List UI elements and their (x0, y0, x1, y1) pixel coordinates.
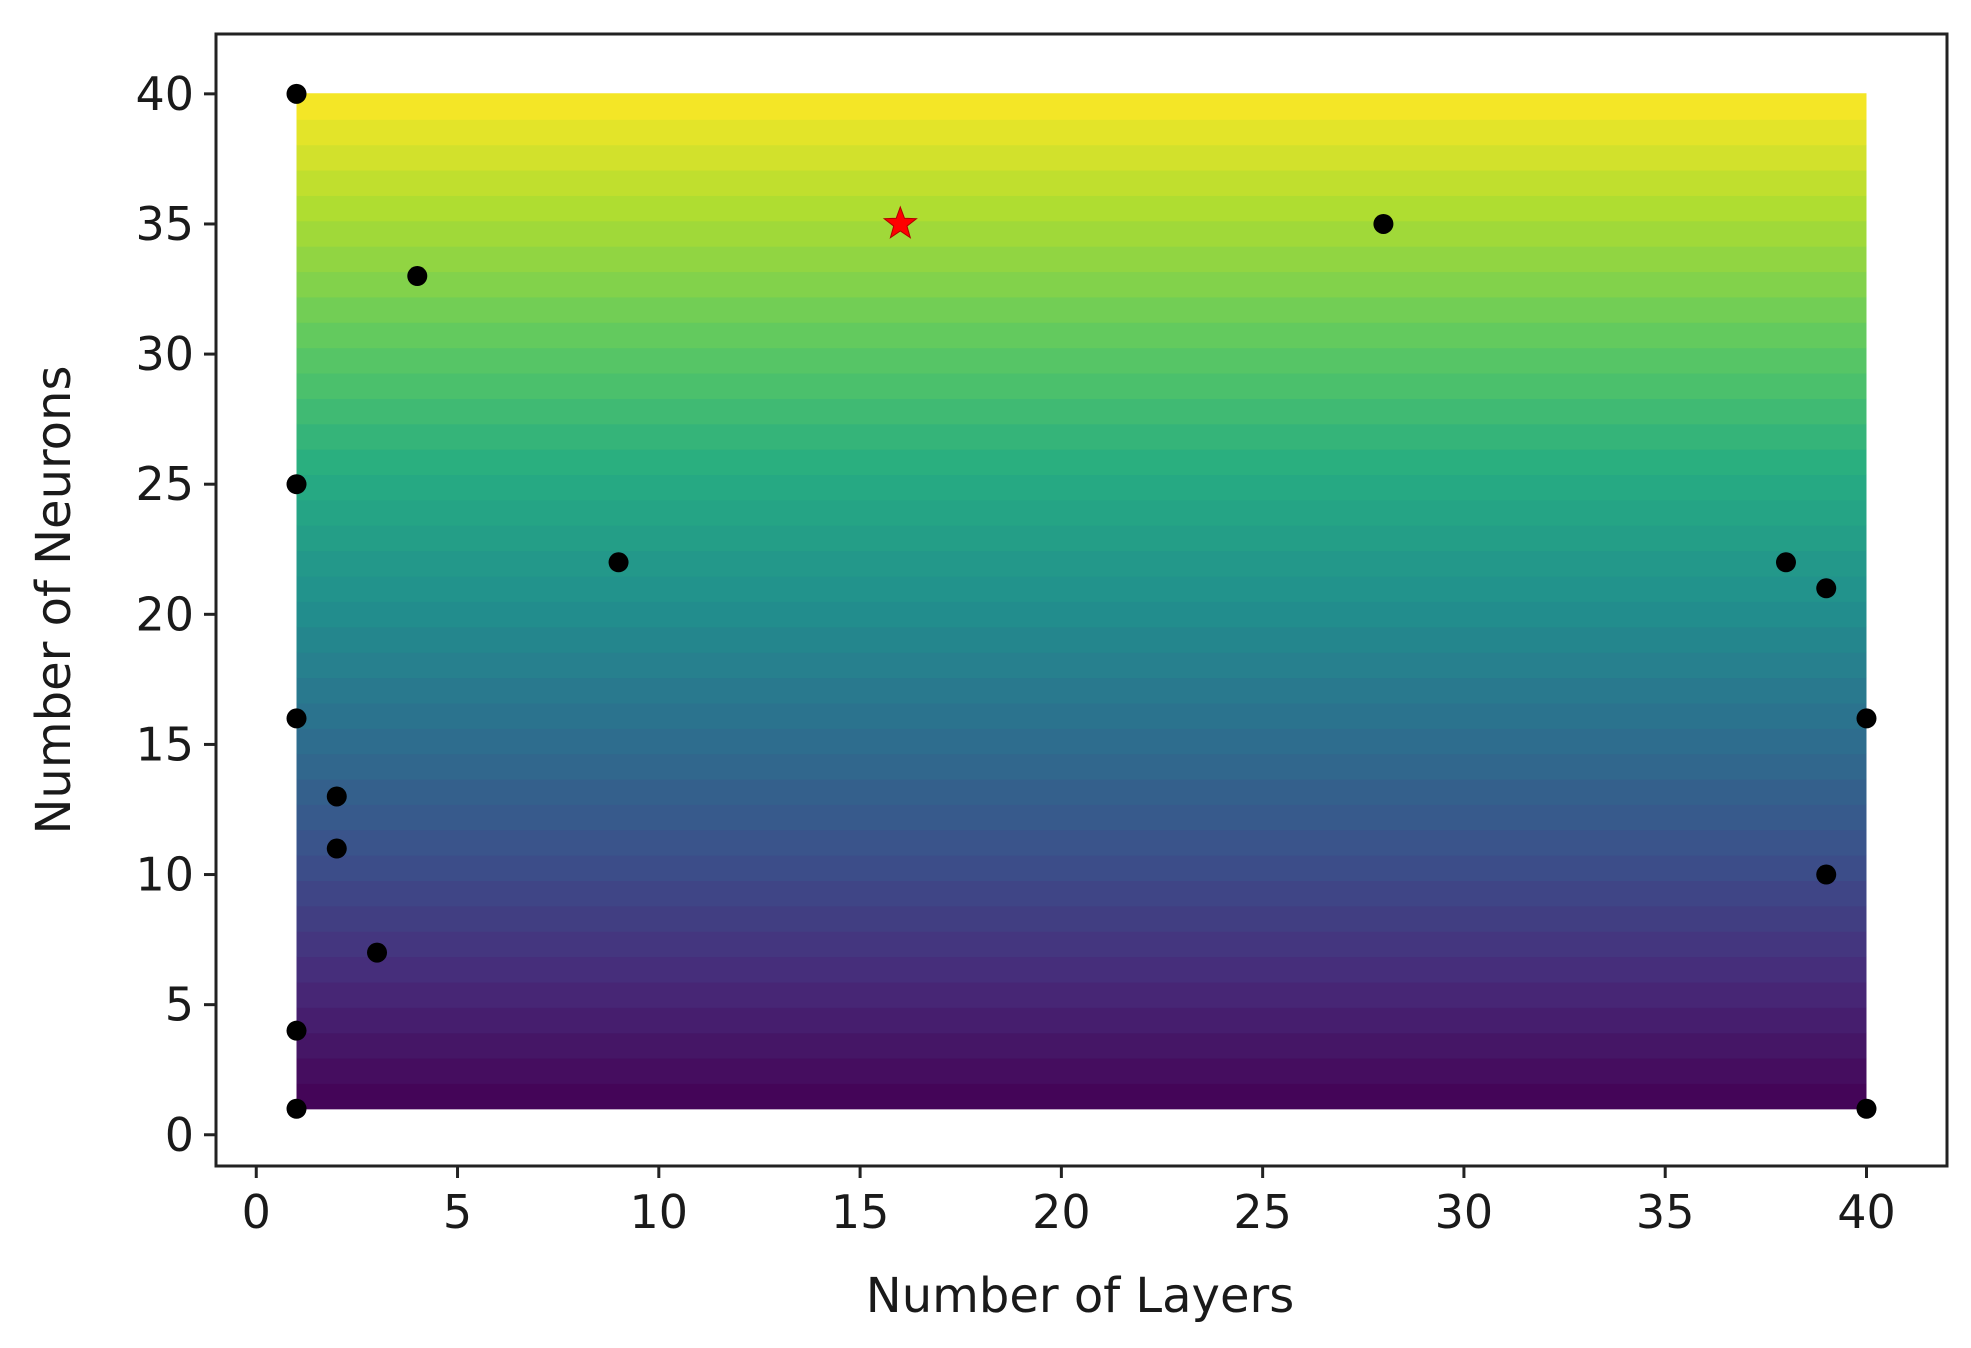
x-tick-label: 15 (831, 1185, 890, 1239)
background-band (296, 296, 1867, 323)
background-band (296, 473, 1867, 501)
data-point (286, 474, 307, 495)
background-band (296, 829, 1867, 856)
y-tick-label: 40 (135, 67, 194, 121)
background-band (296, 93, 1867, 120)
y-tick-label: 15 (135, 717, 194, 771)
background-band (296, 448, 1867, 476)
background-band (296, 727, 1867, 755)
data-point (608, 552, 629, 573)
x-axis-ticks: 0 5 10 15 20 25 30 35 40 (242, 1166, 1896, 1239)
y-tick-label: 10 (135, 848, 194, 902)
x-tick-label: 35 (1636, 1185, 1695, 1239)
background-band (296, 372, 1867, 399)
background-band (296, 549, 1867, 577)
x-tick-label: 30 (1435, 1185, 1494, 1239)
background-band (296, 575, 1867, 602)
background-band (296, 423, 1867, 450)
background-band (296, 169, 1867, 196)
best-point-star (882, 205, 918, 239)
background-band (296, 651, 1867, 679)
background-band (296, 854, 1867, 881)
background-band (296, 702, 1867, 729)
background-band (296, 346, 1867, 374)
background-band (296, 600, 1867, 628)
background-band (296, 194, 1867, 222)
data-point (286, 708, 307, 729)
data-point (1856, 708, 1877, 729)
background-band (296, 1057, 1867, 1084)
data-point (407, 266, 428, 287)
x-tick-label: 40 (1837, 1185, 1896, 1239)
y-axis-label: Number of Neurons (26, 366, 82, 835)
background-band (296, 143, 1867, 171)
data-point (1775, 552, 1796, 573)
background-band (296, 397, 1867, 425)
background-band (296, 626, 1867, 653)
background-band (296, 778, 1867, 805)
y-tick-label: 5 (165, 978, 194, 1032)
x-tick-label: 5 (443, 1185, 472, 1239)
data-point (286, 83, 307, 104)
data-point (367, 942, 388, 963)
background-band (296, 1032, 1867, 1059)
x-tick-label: 0 (242, 1185, 271, 1239)
y-axis-ticks: 0 5 10 15 20 25 30 35 40 (135, 67, 216, 1162)
data-point (1816, 864, 1837, 885)
x-tick-label: 20 (1032, 1185, 1091, 1239)
background-band (296, 1006, 1867, 1034)
background-band (296, 245, 1867, 273)
background-band (296, 499, 1867, 526)
background-band (296, 524, 1867, 552)
background-band (296, 321, 1867, 349)
background-band (296, 930, 1867, 958)
plot-area-frame (214, 32, 1949, 1168)
viridis-background (296, 93, 1867, 1110)
data-point (326, 838, 347, 859)
data-point (286, 1098, 307, 1119)
y-tick-label: 35 (135, 197, 194, 251)
background-band (296, 1082, 1867, 1110)
background-band (296, 118, 1867, 146)
background-band (296, 752, 1867, 780)
x-tick-label: 25 (1233, 1185, 1292, 1239)
y-tick-label: 30 (135, 327, 194, 381)
background-band (296, 220, 1867, 247)
data-point (1816, 578, 1837, 599)
x-axis-label: Number of Layers (866, 1268, 1294, 1324)
background-band (296, 676, 1867, 704)
data-point (1373, 213, 1394, 234)
background-band (296, 879, 1867, 907)
x-tick-label: 10 (630, 1185, 689, 1239)
background-band (296, 955, 1867, 983)
data-point (326, 786, 347, 807)
data-point (1856, 1098, 1877, 1119)
y-tick-label: 25 (135, 457, 194, 511)
data-points (286, 83, 1877, 1119)
background-band (296, 981, 1867, 1008)
y-tick-label: 0 (165, 1108, 194, 1162)
background-band (296, 803, 1867, 831)
y-tick-label: 20 (135, 587, 194, 641)
background-band (296, 905, 1867, 932)
data-point (286, 1020, 307, 1041)
background-band (296, 270, 1867, 298)
